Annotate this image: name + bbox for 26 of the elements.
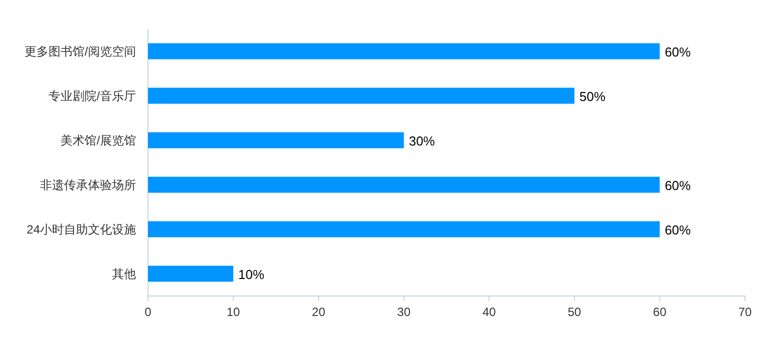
y-tick-label: 其他 xyxy=(112,266,136,281)
x-tick-label: 20 xyxy=(312,305,326,319)
y-tick-label: 24小时自助文化设施 xyxy=(26,222,136,236)
y-tick-label: 更多图书馆/阅览空间 xyxy=(24,44,136,58)
bar xyxy=(148,43,660,60)
data-label: 50% xyxy=(579,88,606,104)
x-tick-label: 40 xyxy=(482,305,496,319)
bar xyxy=(148,221,660,238)
data-label: 30% xyxy=(408,133,436,148)
x-tick-label: 0 xyxy=(144,305,152,319)
y-tick-label: 非遗传承体验场所 xyxy=(40,178,136,192)
x-tick-label: 70 xyxy=(738,305,752,319)
data-label: 60% xyxy=(664,178,692,193)
bar xyxy=(148,266,234,282)
x-tick-label: 10 xyxy=(226,305,240,319)
y-tick-label: 美术馆/展览馆 xyxy=(60,133,136,148)
x-tick-label: 60 xyxy=(653,305,667,319)
data-label: 10% xyxy=(238,266,265,282)
x-tick-label: 30 xyxy=(397,305,411,319)
y-tick-label: 专业剧院/音乐厅 xyxy=(48,88,136,103)
bar xyxy=(148,88,574,104)
data-label: 60% xyxy=(664,44,692,60)
bar xyxy=(148,176,660,193)
bar xyxy=(148,132,404,148)
x-tick-label: 50 xyxy=(568,305,582,319)
data-label: 60% xyxy=(664,222,692,238)
